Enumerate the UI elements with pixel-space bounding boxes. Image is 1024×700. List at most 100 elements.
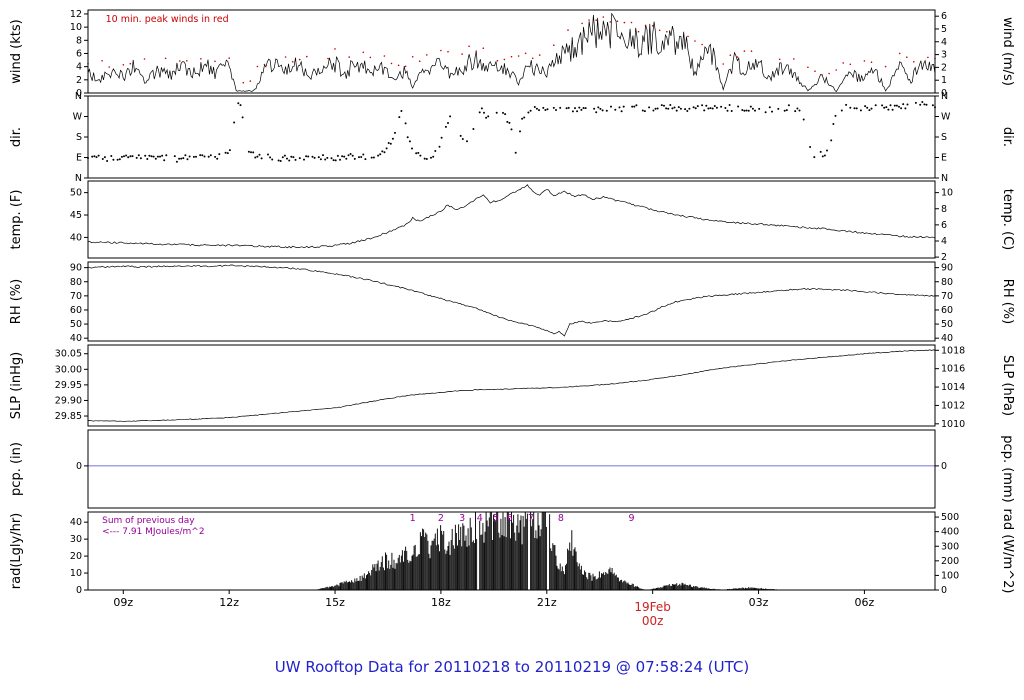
pcp-ytick-right: 0 — [941, 461, 947, 472]
rad-bars — [314, 512, 791, 590]
dir-ytick-right: N — [941, 173, 948, 184]
rh-ytick-right: 70 — [941, 291, 953, 302]
wind-ytick-right: 5 — [941, 24, 947, 35]
wind-ytick-left: 2 — [76, 75, 82, 86]
dir-ytick-left: S — [76, 132, 82, 143]
wind-ytick-left: 0 — [76, 88, 82, 99]
temp-ytick-right: 6 — [941, 220, 947, 231]
wind-frame — [87, 9, 936, 94]
temp-ytick-right: 2 — [941, 252, 947, 263]
dir-ytick-right: N — [941, 91, 948, 102]
temp-ytick-left: 50 — [70, 188, 82, 199]
dir-ytick-left: N — [75, 173, 82, 184]
rh-ytick-right: 80 — [941, 277, 953, 288]
dir-frame — [87, 95, 936, 179]
dir-ytick-right: S — [941, 132, 947, 143]
dir-ytick-left: W — [73, 112, 83, 123]
rh-ytick-left: 80 — [70, 277, 82, 288]
rh-ytick-right: 90 — [941, 263, 953, 274]
dir-ytick-right: W — [941, 112, 951, 123]
slp-frame — [87, 344, 936, 427]
slp-ytick-left: 29.90 — [55, 395, 82, 406]
temp-ytick-right: 10 — [941, 188, 953, 199]
rh-right-axis-label: RH (%) — [1000, 279, 1015, 324]
rad-ytick-right: 500 — [941, 512, 959, 523]
x-tick-label: 18z — [431, 596, 451, 609]
dir-ytick-right: E — [941, 153, 947, 164]
dir-right-axis-label: dir. — [1000, 127, 1015, 147]
rad-hour-mark: 5 — [493, 513, 499, 524]
rh-ytick-left: 60 — [70, 305, 82, 316]
rh-left-axis-label: RH (%) — [9, 279, 24, 324]
wind-ytick-left: 12 — [70, 9, 82, 20]
rad-hour-mark: 1 — [410, 513, 416, 524]
rh-panel: 40 50 60 70 80 90 40 50 60 70 80 90 RH (%) RH (%) — [9, 261, 1015, 344]
pcp-panel: 0 0 pcp. (in) pcp. (mm) — [9, 429, 1015, 509]
rad-annotation: <--- 7.91 MJoules/m^2 — [102, 527, 204, 537]
temp-ytick-right: 4 — [941, 236, 947, 247]
slp-ytick-left: 29.85 — [55, 411, 82, 422]
slp-right-axis-label: SLP (hPa) — [1000, 355, 1015, 416]
slp-ytick-right: 1016 — [941, 364, 965, 375]
rad-hour-mark: 9 — [628, 513, 634, 524]
rad-ytick-left: 40 — [70, 517, 82, 528]
wind-ytick-right: 3 — [941, 50, 947, 61]
rad-hour-mark: 7 — [528, 513, 534, 524]
x-tick-label: 03z — [749, 596, 769, 609]
rad-hour-mark: 4 — [477, 513, 483, 524]
dir-points — [87, 101, 936, 163]
rad-ytick-right: 400 — [941, 527, 959, 538]
slp-ytick-right: 1014 — [941, 382, 965, 393]
rad-ytick-right: 200 — [941, 556, 959, 567]
rad-right-axis-label: rad (W/m^2) — [1000, 509, 1015, 594]
slp-ytick-left: 30.00 — [55, 364, 82, 375]
wind-left-axis-label: wind (kts) — [9, 19, 24, 83]
rad-ytick-left: 30 — [70, 534, 82, 545]
slp-ytick-right: 1018 — [941, 345, 965, 356]
rh-ytick-right: 60 — [941, 305, 953, 316]
x-tick-label: 12z — [219, 596, 239, 609]
wind-ytick-right: 2 — [941, 62, 947, 73]
x-tick-label: 21z — [537, 596, 557, 609]
slp-ytick-left: 30.05 — [55, 349, 82, 360]
temp-frame — [87, 180, 936, 259]
rad-ytick-left: 0 — [76, 585, 82, 596]
rad-hour-mark: 2 — [438, 513, 444, 524]
slp-left-axis-label: SLP (inHg) — [9, 352, 24, 420]
wind-ytick-left: 4 — [76, 62, 82, 73]
slp-panel: 29.85 29.90 29.95 30.00 30.05 1010 1012 1014 101… — [9, 344, 1015, 430]
wind-ytick-right: 6 — [941, 11, 947, 22]
slp-ytick-left: 29.95 — [55, 380, 82, 391]
rad-hour-mark: 8 — [558, 513, 564, 524]
wind-ytick-right: 0 — [941, 88, 947, 99]
temp-right-axis-label: temp. (C) — [1000, 189, 1015, 251]
rad-left-axis-label: rad(Lgly/hr) — [9, 513, 24, 589]
wind-right-axis-label: wind (m/s) — [1000, 17, 1015, 86]
wind-ytick-left: 6 — [76, 48, 82, 59]
wind-ytick-right: 1 — [941, 75, 947, 86]
rh-trace — [87, 264, 936, 337]
slp-ytick-right: 1010 — [941, 419, 965, 430]
slp-ytick-right: 1012 — [941, 400, 965, 411]
wind-ytick-right: 4 — [941, 37, 947, 48]
date-label: 19Feb — [634, 600, 671, 614]
dir-left-axis-label: dir. — [9, 127, 24, 147]
x-tick-label: 15z — [325, 596, 345, 609]
pcp-right-axis-label: pcp. (mm) — [1000, 435, 1015, 502]
rad-ytick-left: 20 — [70, 551, 82, 562]
rh-ytick-right: 50 — [941, 319, 953, 330]
temp-ytick-right: 8 — [941, 204, 947, 215]
rad-hour-mark: 6 — [507, 513, 513, 524]
x-tick-label: 09z — [113, 596, 133, 609]
rad-ytick-right: 0 — [941, 585, 947, 596]
temp-ytick-left: 45 — [70, 210, 82, 221]
wind-ytick-left: 10 — [70, 22, 82, 33]
pcp-frame — [87, 429, 936, 509]
rh-ytick-left: 40 — [70, 333, 82, 344]
